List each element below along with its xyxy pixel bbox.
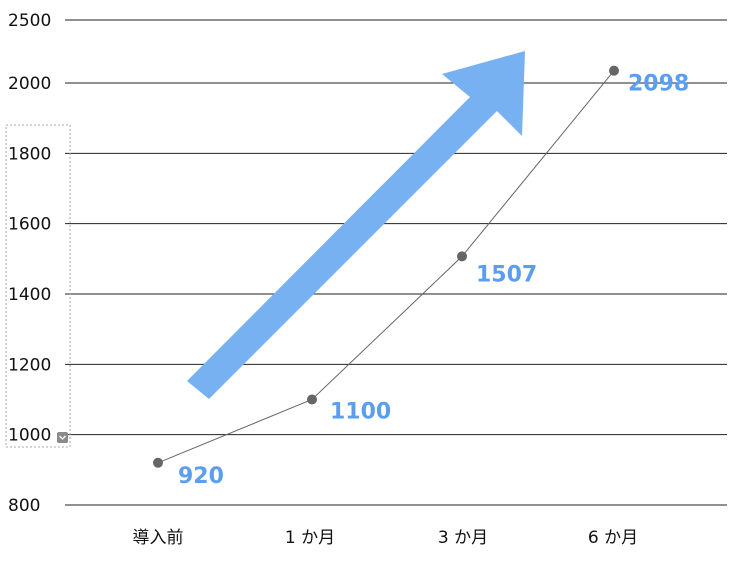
y-tick-label: 2500 [8,11,51,31]
data-point [457,251,467,262]
dropdown-handle-icon[interactable] [57,432,68,443]
series-polyline [157,70,615,464]
y-tick-label: 1600 [8,215,51,235]
trend-arrow-icon [187,51,525,399]
y-tick-label: 1800 [8,144,51,164]
data-value-label: 2098 [628,72,689,97]
data-labels: 920 1100 1507 2098 [178,72,689,489]
data-value-label: 1507 [476,262,537,287]
x-category-label: 3 か月 [438,528,488,548]
data-point [307,394,317,405]
data-point [609,65,619,76]
data-value-label: 920 [178,464,224,489]
x-category-label: 1 か月 [285,528,335,548]
y-axis-selection-box[interactable] [5,124,71,448]
y-tick-label: 1000 [8,426,51,446]
y-tick-label: 800 [8,496,40,516]
y-tick-label: 1400 [8,285,51,305]
series-line [153,65,619,468]
x-category-label: 導入前 [133,528,184,548]
gridlines [65,19,727,506]
data-point [153,457,163,468]
y-tick-label: 2000 [8,74,51,94]
y-tick-label: 1200 [8,355,51,375]
x-axis-categories: 導入前 1 か月 3 か月 6 か月 [133,528,639,548]
y-axis-ticks: 800 1000 1200 1400 1600 1800 2000 2500 [8,11,51,516]
data-value-label: 1100 [330,400,391,425]
x-category-label: 6 か月 [588,528,638,548]
